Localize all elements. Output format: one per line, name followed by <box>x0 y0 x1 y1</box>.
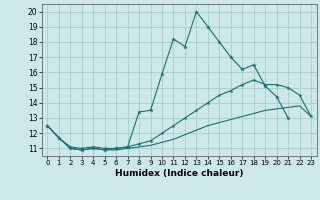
X-axis label: Humidex (Indice chaleur): Humidex (Indice chaleur) <box>115 169 244 178</box>
